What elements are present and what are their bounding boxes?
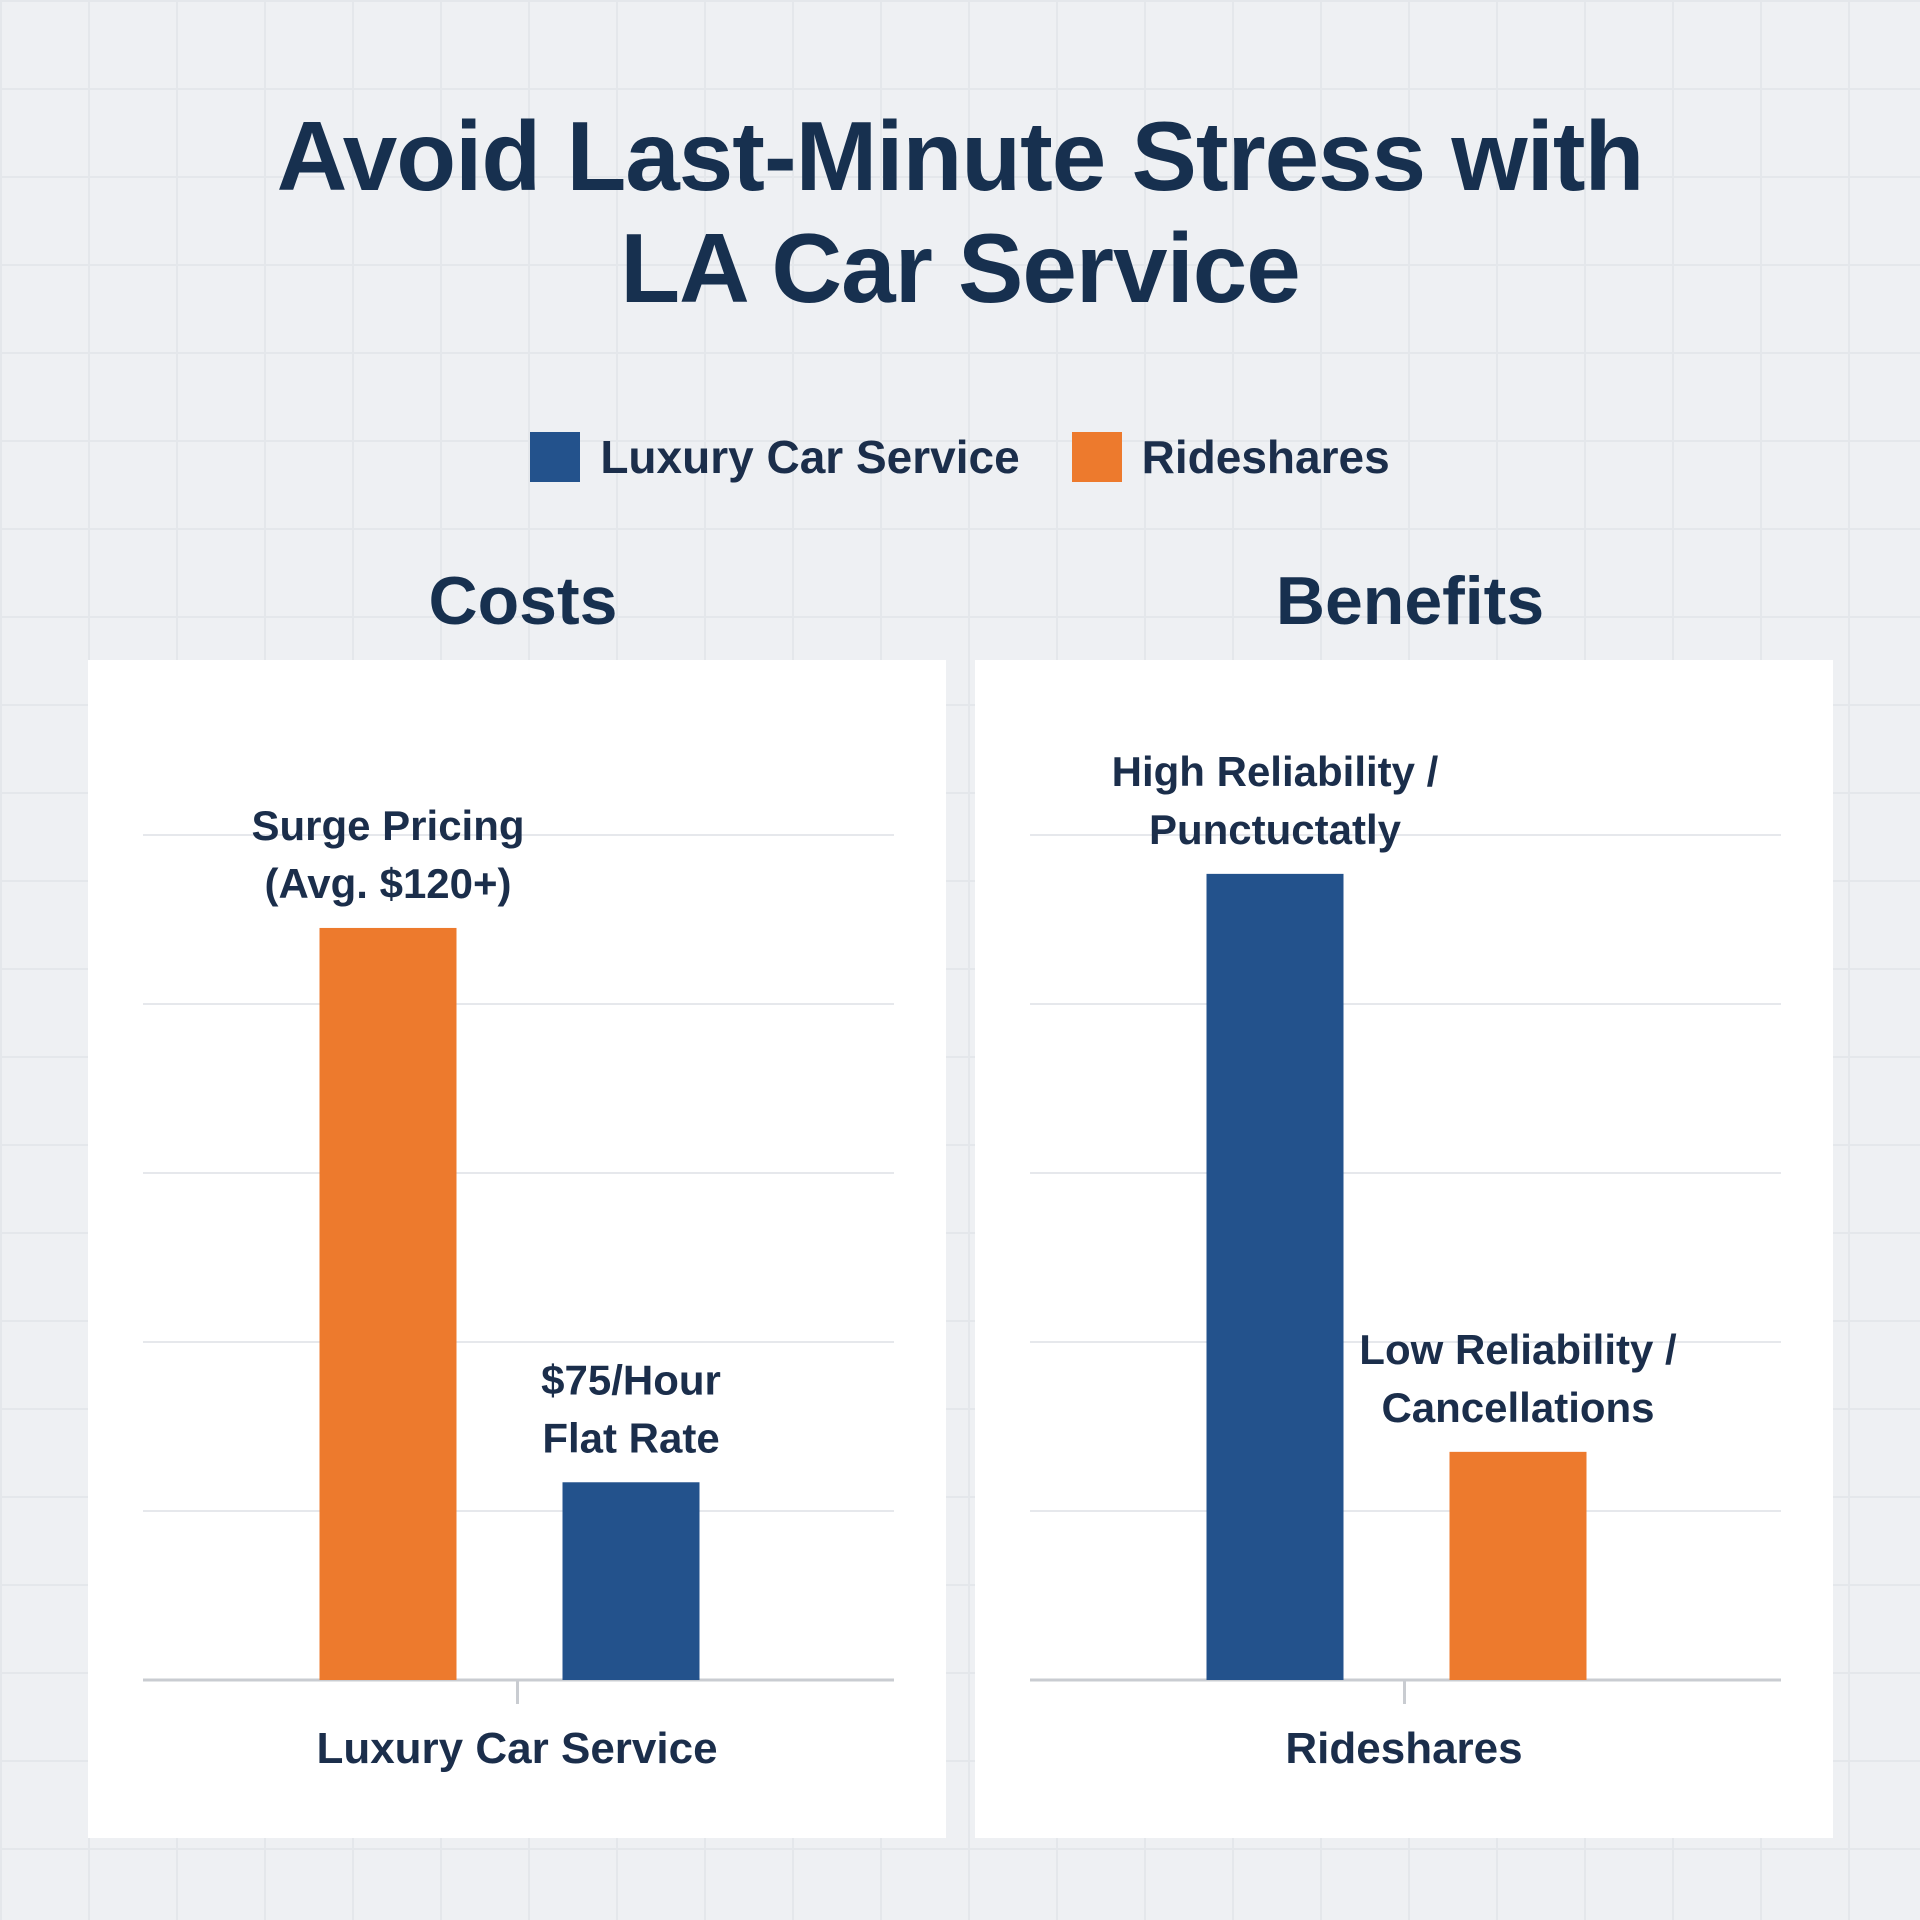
legend-label-rideshares: Rideshares	[1141, 431, 1390, 483]
bar-data-label: Punctuctatly	[1149, 806, 1402, 853]
benefits-chart-panel: High Reliability / Punctuctatly Low Reliab…	[975, 660, 1833, 1838]
legend-label-luxury: Luxury Car Service	[600, 431, 1020, 483]
x-axis-label: Luxury Car Service	[316, 1724, 717, 1773]
bar-rideshares	[1449, 1451, 1587, 1680]
benefits-chart-title: Benefits	[1275, 563, 1545, 639]
benefits-chart: High Reliability / Punctuctatly Low Reliab…	[1030, 748, 1781, 1773]
bar-luxury-car-service	[1206, 873, 1344, 1680]
bar-data-label: Flat Rate	[542, 1414, 719, 1461]
bar-luxury-car-service	[562, 1482, 700, 1680]
costs-chart-title: Costs	[428, 563, 618, 639]
bar-data-label: $75/Hour	[541, 1356, 721, 1403]
costs-chart: Surge Pricing (Avg. $120+) $75/Hour Flat Ra…	[143, 802, 894, 1773]
legend-swatch-luxury	[530, 432, 581, 482]
legend-item-luxury: Luxury Car Service	[530, 430, 1020, 484]
bar-data-label: Low Reliability /	[1359, 1326, 1677, 1373]
bar-data-label: High Reliability /	[1112, 748, 1439, 795]
page-title: Avoid Last-Minute Stress with LA Car Ser…	[0, 100, 1920, 324]
costs-chart-panel: Surge Pricing (Avg. $120+) $75/Hour Flat Ra…	[88, 660, 946, 1838]
legend-item-rideshares: Rideshares	[1071, 430, 1390, 484]
chart-legend: Luxury Car Service Rideshares	[0, 430, 1920, 484]
bar-rideshares	[319, 927, 457, 1680]
legend-swatch-rideshares	[1071, 432, 1122, 482]
bar-data-label: (Avg. $120+)	[264, 860, 511, 907]
bar-data-label: Cancellations	[1381, 1384, 1654, 1431]
x-axis-label: Rideshares	[1285, 1724, 1522, 1773]
page-title-line-2: LA Car Service	[620, 213, 1301, 323]
page-title-line-1: Avoid Last-Minute Stress with	[276, 101, 1645, 211]
bar-data-label: Surge Pricing	[251, 802, 524, 849]
